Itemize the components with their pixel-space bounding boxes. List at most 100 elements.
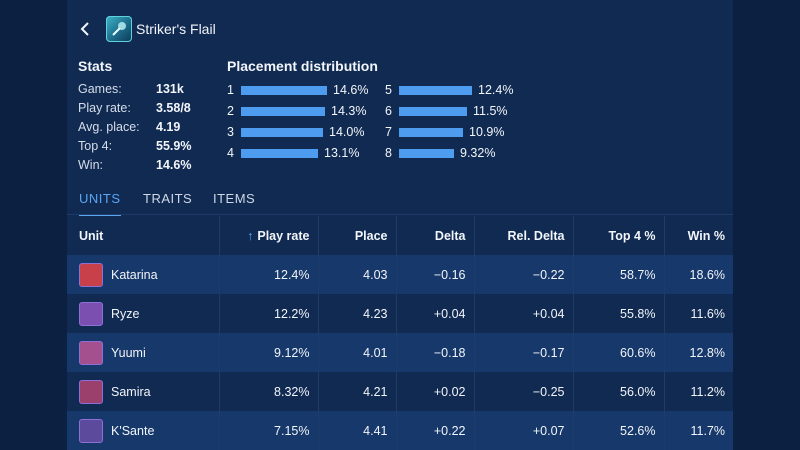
top4-cell: 56.0% [573, 372, 665, 411]
flail-icon [106, 16, 132, 42]
win-cell: 11.7% [690, 423, 725, 438]
placement-number: 1 [227, 83, 234, 97]
stat-row: Top 4: 55.9% [78, 137, 191, 156]
play-rate-cell: 7.15% [219, 411, 319, 450]
placement-number: 4 [227, 146, 234, 160]
distribution-row: 5 12.4% [385, 80, 513, 100]
top4-cell: 58.7% [573, 255, 665, 294]
stat-value: 55.9% [156, 139, 192, 153]
win-cell: 11.2% [690, 384, 725, 399]
place-cell: 4.23 [318, 294, 397, 333]
placement-pct: 12.4% [478, 83, 514, 97]
placement-pct: 14.6% [333, 83, 369, 97]
col-header-rel-delta[interactable]: Rel. Delta [474, 216, 574, 255]
stat-row: Avg. place: 4.19 [78, 118, 191, 137]
stat-label: Win: [78, 158, 103, 172]
win-cell: 11.6% [690, 306, 725, 321]
placement-bar [399, 148, 454, 158]
col-header-win[interactable]: Win % [687, 228, 725, 243]
placement-distribution: Placement distribution 1 14.6% 2 14.3% 3 14.0… [227, 58, 557, 164]
distribution-row: 1 14.6% [227, 80, 368, 100]
place-cell: 4.03 [318, 255, 397, 294]
unit-cell: Samira [67, 372, 220, 411]
tab-divider [67, 214, 733, 215]
play-rate-cell: 12.4% [219, 255, 319, 294]
play-rate-cell: 12.2% [219, 294, 319, 333]
stat-value: 131k [156, 82, 184, 96]
rel-delta-cell: −0.22 [474, 255, 574, 294]
placement-pct: 11.5% [473, 104, 508, 118]
placement-pct: 10.9% [469, 125, 505, 139]
tab-items[interactable]: ITEMS [213, 191, 256, 206]
delta-cell: +0.22 [396, 411, 475, 450]
unit-name: Ryze [111, 306, 140, 321]
rel-delta-cell: +0.07 [474, 411, 574, 450]
page-title: Striker's Flail [136, 21, 216, 37]
table-row[interactable]: Samira 8.32% 4.21 +0.02 −0.25 56.0% 11.2% [67, 372, 733, 411]
placement-pct: 9.32% [460, 146, 496, 160]
placement-number: 6 [385, 104, 392, 118]
unit-cell: K'Sante [67, 411, 220, 450]
unit-name: Katarina [111, 267, 158, 282]
placement-bar [241, 148, 318, 158]
stat-value: 14.6% [156, 158, 192, 172]
stat-row: Win: 14.6% [78, 156, 191, 175]
back-button[interactable] [76, 20, 94, 38]
distribution-row: 6 11.5% [385, 101, 508, 121]
stats-section: Stats Games: 131k Play rate: 3.58/8 Avg. p… [78, 58, 191, 175]
place-cell: 4.21 [318, 372, 397, 411]
placement-number: 7 [385, 125, 392, 139]
col-header-unit[interactable]: Unit [67, 216, 220, 255]
stat-row: Play rate: 3.58/8 [78, 99, 191, 118]
placement-number: 5 [385, 83, 392, 97]
unit-cell: Yuumi [67, 333, 220, 372]
stat-value: 4.19 [156, 120, 181, 134]
col-header-delta[interactable]: Delta [396, 216, 475, 255]
stat-value: 3.58/8 [156, 101, 191, 115]
stat-label: Top 4: [78, 139, 113, 153]
place-cell: 4.01 [318, 333, 397, 372]
units-table: Unit ↑ Play rate Place Delta Rel. Delta T… [67, 216, 733, 450]
placement-bar [399, 85, 472, 95]
unit-name: Yuumi [111, 345, 146, 360]
col-header-play-rate[interactable]: ↑ Play rate [219, 216, 319, 255]
unit-avatar [79, 418, 103, 443]
col-header-top4[interactable]: Top 4 % [573, 216, 665, 255]
table-row[interactable]: Yuumi 9.12% 4.01 −0.18 −0.17 60.6% 12.8% [67, 333, 733, 372]
unit-name: Samira [111, 384, 151, 399]
tab-units[interactable]: UNITS [79, 188, 121, 216]
chevron-left-icon [80, 22, 89, 36]
unit-avatar [79, 262, 103, 287]
tab-bar: UNITS TRAITS ITEMS [67, 188, 733, 216]
stat-label: Play rate: [78, 101, 131, 115]
sort-ascending-icon: ↑ [247, 228, 254, 243]
unit-avatar [79, 379, 103, 404]
placement-pct: 14.0% [329, 125, 365, 139]
rel-delta-cell: +0.04 [474, 294, 574, 333]
top4-cell: 52.6% [573, 411, 665, 450]
delta-cell: −0.18 [396, 333, 475, 372]
col-header-place[interactable]: Place [318, 216, 397, 255]
stat-row: Games: 131k [78, 80, 191, 99]
delta-cell: −0.16 [396, 255, 475, 294]
table-row[interactable]: Katarina 12.4% 4.03 −0.16 −0.22 58.7% 18.6% [67, 255, 733, 294]
placement-bar [399, 127, 463, 137]
play-rate-cell: 8.32% [219, 372, 319, 411]
table-row[interactable]: K'Sante 7.15% 4.41 +0.22 +0.07 52.6% 11.7% [67, 411, 733, 450]
tab-traits[interactable]: TRAITS [143, 191, 193, 206]
win-cell: 18.6% [689, 267, 725, 282]
header: Striker's Flail [76, 14, 216, 44]
col-header-play-rate-label: Play rate [257, 228, 310, 243]
stats-title: Stats [78, 58, 113, 74]
delta-cell: +0.02 [396, 372, 475, 411]
table-row[interactable]: Ryze 12.2% 4.23 +0.04 +0.04 55.8% 11.6% [67, 294, 733, 333]
play-rate-cell: 9.12% [219, 333, 319, 372]
rel-delta-cell: −0.17 [474, 333, 574, 372]
placement-bar [241, 85, 327, 95]
placement-pct: 14.3% [331, 104, 367, 118]
distribution-row: 4 13.1% [227, 143, 359, 163]
placement-bar [241, 127, 323, 137]
delta-cell: +0.04 [396, 294, 475, 333]
placement-number: 2 [227, 104, 234, 118]
stat-label: Avg. place: [78, 120, 140, 134]
